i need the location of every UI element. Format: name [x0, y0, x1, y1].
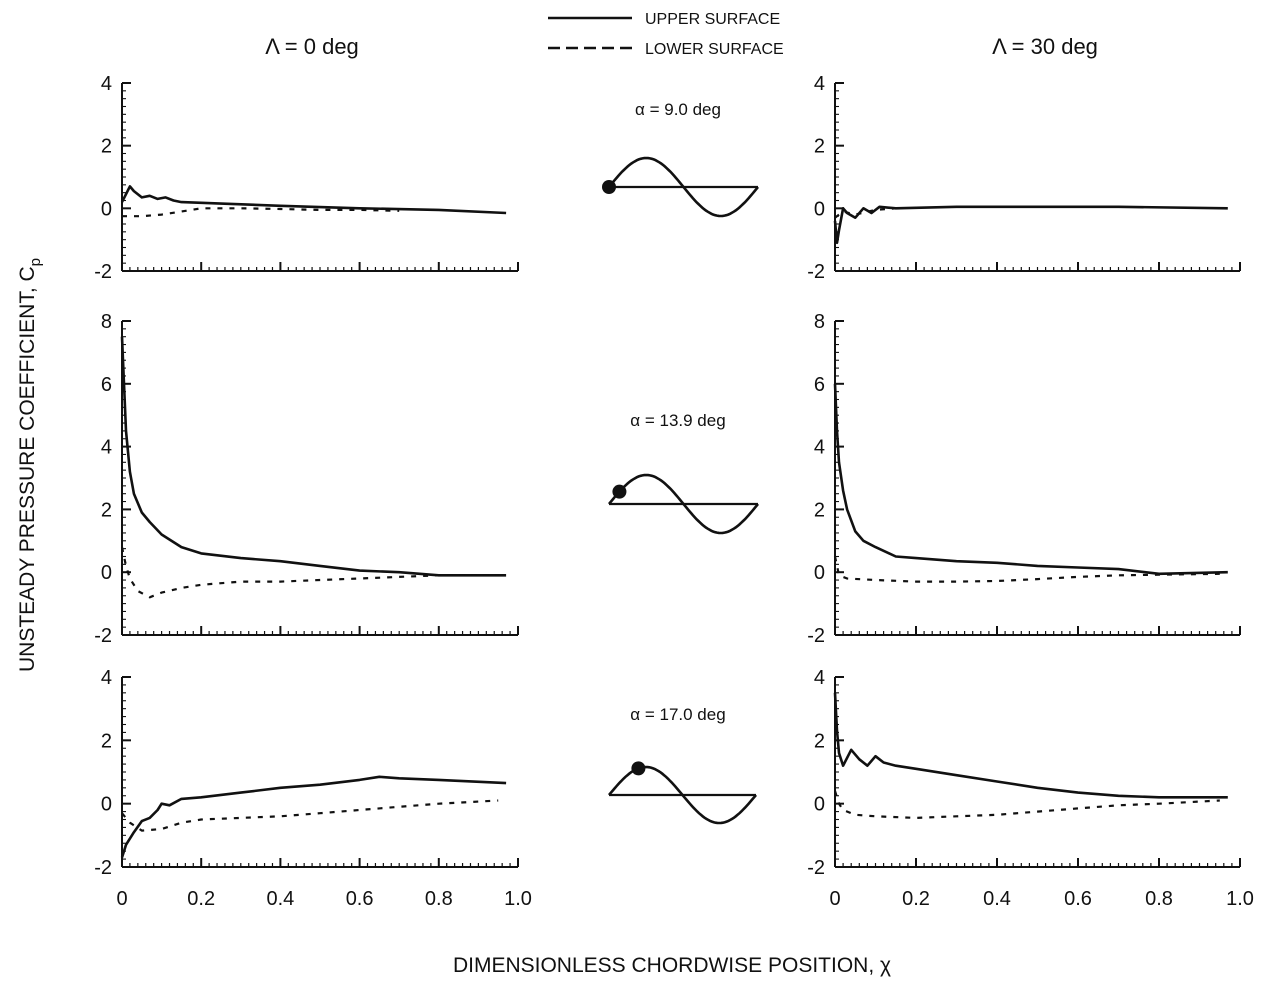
column-header-right: Λ = 30 deg — [992, 34, 1098, 59]
cycle-phase-marker — [631, 761, 646, 776]
cycle-diagram-row-2 — [607, 473, 760, 535]
x-tick-label: 0 — [829, 888, 840, 910]
x-axis-label: DIMENSIONLESS CHORDWISE POSITION, χ — [453, 954, 891, 977]
series-upper-surface — [120, 775, 507, 858]
series-upper-surface — [833, 692, 1228, 799]
y-tick-label: 2 — [101, 730, 112, 752]
y-tick-label: 4 — [101, 667, 112, 689]
series-upper-surface — [120, 185, 507, 215]
y-tick-label: 2 — [814, 499, 825, 521]
y-tick-label: 0 — [101, 562, 112, 584]
x-tick-label: 0.6 — [1064, 888, 1092, 910]
y-tick-label: 4 — [814, 667, 825, 689]
y-tick-label: -2 — [807, 857, 825, 879]
x-tick-label: 0.4 — [983, 888, 1011, 910]
x-tick-label: 0.6 — [346, 888, 374, 910]
x-tick-label: 1.0 — [504, 888, 532, 910]
cycle-diagram-row-1 — [602, 156, 760, 218]
legend: UPPER SURFACE LOWER SURFACE — [548, 11, 784, 58]
x-tick-label: 0 — [116, 888, 127, 910]
y-tick-label: 8 — [101, 311, 112, 333]
series-lower-surface — [120, 546, 499, 599]
y-tick-label: 0 — [814, 794, 825, 816]
y-tick-label: 0 — [814, 198, 825, 220]
x-tick-label: 0.8 — [425, 888, 453, 910]
panel-1: -2 0 2 4 — [94, 73, 519, 283]
panel-3: -2 0 2 4 6 8 — [94, 311, 519, 647]
series-lower-surface — [833, 556, 1220, 583]
alpha-label-row-3: α = 17.0 deg — [630, 705, 725, 724]
y-tick-label: -2 — [94, 625, 112, 647]
x-tick-label: 0.8 — [1145, 888, 1173, 910]
y-axis-label-main: UNSTEADY PRESSURE COEFFICIENT, C — [16, 266, 39, 672]
series-lower-surface — [833, 790, 1220, 820]
column-header-left: Λ = 0 deg — [265, 34, 359, 59]
y-tick-label: 2 — [101, 136, 112, 158]
panel-2: -2 0 2 4 — [807, 73, 1241, 283]
y-tick-label: 2 — [101, 499, 112, 521]
cycle-phase-marker — [602, 180, 616, 194]
y-tick-label: 0 — [101, 198, 112, 220]
cycle-phase-marker — [612, 484, 627, 499]
series-upper-surface — [833, 383, 1228, 576]
cycle-sine-curve — [607, 156, 760, 218]
series-upper-surface — [833, 205, 1228, 245]
x-tick-label: 0.2 — [187, 888, 215, 910]
y-tick-label: 2 — [814, 136, 825, 158]
y-tick-label: -2 — [807, 625, 825, 647]
series-lower-surface — [121, 799, 499, 832]
y-tick-label: 6 — [101, 374, 112, 396]
y-tick-label: 4 — [814, 437, 825, 459]
y-tick-label: 8 — [814, 311, 825, 333]
y-tick-label: -2 — [807, 261, 825, 283]
y-tick-label: -2 — [94, 261, 112, 283]
y-axis-label-sub: p — [27, 258, 44, 266]
series-lower-surface — [834, 207, 896, 219]
y-tick-label: 4 — [814, 73, 825, 95]
series-lower-surface — [122, 207, 400, 218]
panel-4: -2 0 2 4 6 8 — [807, 311, 1241, 647]
y-tick-label: -2 — [94, 857, 112, 879]
cycle-sine-curve — [607, 473, 760, 535]
y-tick-label: 4 — [101, 73, 112, 95]
y-tick-label: 2 — [814, 730, 825, 752]
legend-upper-label: UPPER SURFACE — [645, 11, 780, 28]
x-tick-label: 0.4 — [266, 888, 294, 910]
alpha-label-row-1: α = 9.0 deg — [635, 100, 721, 119]
x-tick-label: 1.0 — [1226, 888, 1254, 910]
y-tick-label: 6 — [814, 374, 825, 396]
legend-lower-label: LOWER SURFACE — [645, 41, 784, 58]
series-upper-surface — [120, 336, 507, 577]
y-tick-label: 0 — [814, 562, 825, 584]
y-axis-label: UNSTEADY PRESSURE COEFFICIENT, Cp — [16, 258, 44, 672]
y-tick-label: 4 — [101, 437, 112, 459]
cycle-diagram-row-3 — [607, 761, 758, 825]
y-tick-label: 0 — [101, 794, 112, 816]
alpha-label-row-2: α = 13.9 deg — [630, 411, 725, 430]
x-tick-label: 0.2 — [902, 888, 930, 910]
